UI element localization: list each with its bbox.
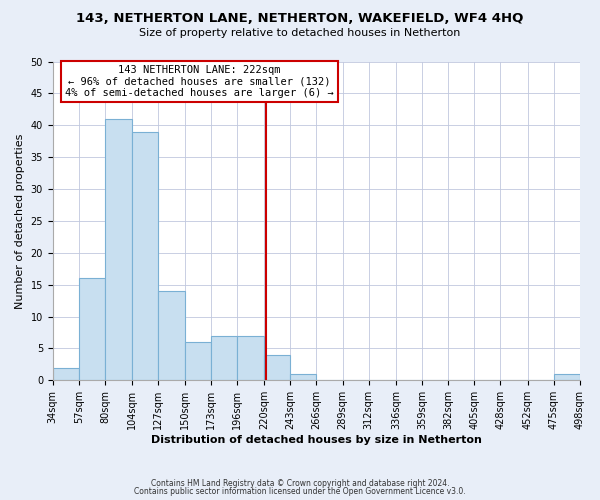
- Bar: [211, 336, 237, 380]
- Text: 143, NETHERTON LANE, NETHERTON, WAKEFIELD, WF4 4HQ: 143, NETHERTON LANE, NETHERTON, WAKEFIEL…: [76, 12, 524, 26]
- Bar: [185, 342, 211, 380]
- Text: Contains public sector information licensed under the Open Government Licence v3: Contains public sector information licen…: [134, 487, 466, 496]
- Bar: [237, 336, 264, 380]
- Bar: [264, 355, 290, 380]
- Text: Contains HM Land Registry data © Crown copyright and database right 2024.: Contains HM Land Registry data © Crown c…: [151, 478, 449, 488]
- Text: 143 NETHERTON LANE: 222sqm
← 96% of detached houses are smaller (132)
4% of semi: 143 NETHERTON LANE: 222sqm ← 96% of deta…: [65, 64, 334, 98]
- Bar: [554, 374, 580, 380]
- Bar: [133, 132, 158, 380]
- Bar: [105, 119, 133, 380]
- Bar: [158, 291, 185, 380]
- Bar: [53, 368, 79, 380]
- Text: Size of property relative to detached houses in Netherton: Size of property relative to detached ho…: [139, 28, 461, 38]
- Bar: [79, 278, 105, 380]
- X-axis label: Distribution of detached houses by size in Netherton: Distribution of detached houses by size …: [151, 435, 482, 445]
- Bar: [290, 374, 316, 380]
- Y-axis label: Number of detached properties: Number of detached properties: [15, 133, 25, 308]
